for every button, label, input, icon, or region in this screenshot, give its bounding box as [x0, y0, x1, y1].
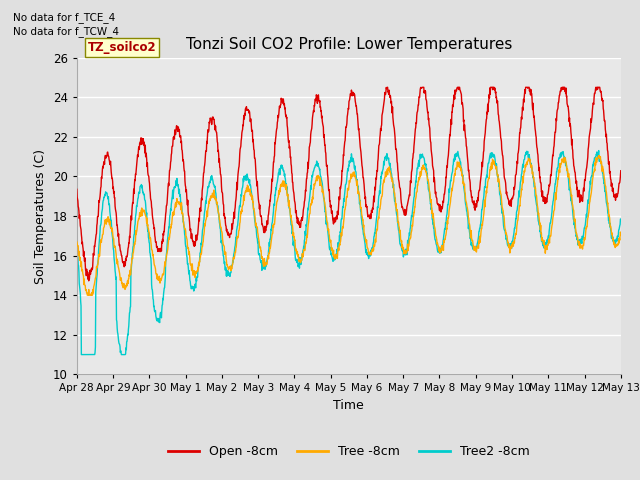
- Open -8cm: [511, 186, 518, 192]
- Tree2 -8cm: [595, 148, 602, 154]
- Open -8cm: [529, 102, 536, 108]
- Tree -8cm: [617, 232, 625, 238]
- Text: TZ_soilco2: TZ_soilco2: [88, 41, 156, 54]
- Text: No data for f_TCE_4: No data for f_TCE_4: [13, 12, 115, 23]
- Line: Open -8cm: Open -8cm: [77, 87, 621, 281]
- Open -8cm: [85, 278, 93, 284]
- Tree2 -8cm: [128, 263, 136, 268]
- Tree -8cm: [278, 182, 285, 188]
- Y-axis label: Soil Temperatures (C): Soil Temperatures (C): [34, 148, 47, 284]
- Tree -8cm: [601, 181, 609, 187]
- Tree2 -8cm: [77, 352, 85, 358]
- Open -8cm: [278, 97, 285, 103]
- Tree2 -8cm: [601, 189, 609, 194]
- Open -8cm: [383, 84, 391, 90]
- Tree -8cm: [83, 292, 91, 298]
- Open -8cm: [128, 217, 136, 223]
- Tree -8cm: [595, 153, 602, 158]
- Tree -8cm: [73, 239, 81, 245]
- Tree2 -8cm: [617, 216, 625, 222]
- Tree2 -8cm: [278, 165, 285, 170]
- Legend: Open -8cm, Tree -8cm, Tree2 -8cm: Open -8cm, Tree -8cm, Tree2 -8cm: [163, 440, 535, 463]
- Tree2 -8cm: [116, 344, 124, 349]
- Tree -8cm: [528, 166, 536, 171]
- Text: No data for f_TCW_4: No data for f_TCW_4: [13, 26, 119, 37]
- Open -8cm: [73, 186, 81, 192]
- Tree -8cm: [116, 274, 124, 280]
- Tree2 -8cm: [73, 236, 81, 242]
- Tree2 -8cm: [528, 165, 536, 171]
- Tree2 -8cm: [510, 229, 518, 235]
- X-axis label: Time: Time: [333, 399, 364, 412]
- Line: Tree2 -8cm: Tree2 -8cm: [77, 151, 621, 355]
- Title: Tonzi Soil CO2 Profile: Lower Temperatures: Tonzi Soil CO2 Profile: Lower Temperatur…: [186, 37, 512, 52]
- Open -8cm: [617, 168, 625, 174]
- Open -8cm: [116, 245, 124, 251]
- Open -8cm: [601, 119, 609, 125]
- Tree -8cm: [128, 260, 136, 266]
- Line: Tree -8cm: Tree -8cm: [77, 156, 621, 295]
- Tree -8cm: [510, 238, 518, 244]
